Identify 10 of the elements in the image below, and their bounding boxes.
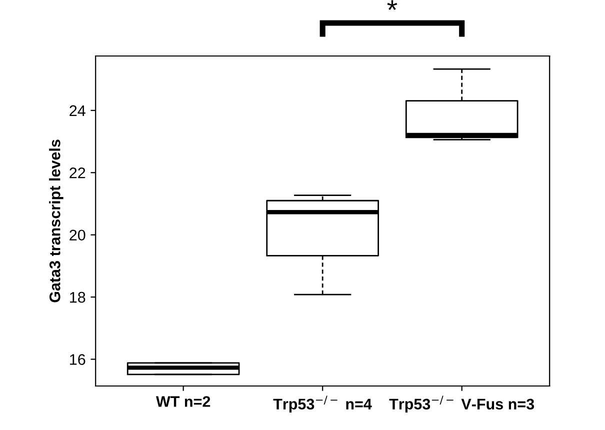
y-axis-title: Gata3 transcript levels [49,140,64,302]
x-tick-label: Trp53$^{−/−}$ n=4 [273,396,372,413]
y-tick-label: 22 [70,168,86,178]
y-tick-label: 16 [70,354,86,365]
y-tick-label: 18 [70,292,86,303]
x-tick-label: Trp53$^{−/−}$ V-Fus n=3 [389,396,534,413]
text: * [387,0,398,10]
x-tick-label: WT n=2 [156,396,210,407]
y-tick-label: 20 [70,230,86,241]
y-tick-label: 24 [70,105,86,116]
